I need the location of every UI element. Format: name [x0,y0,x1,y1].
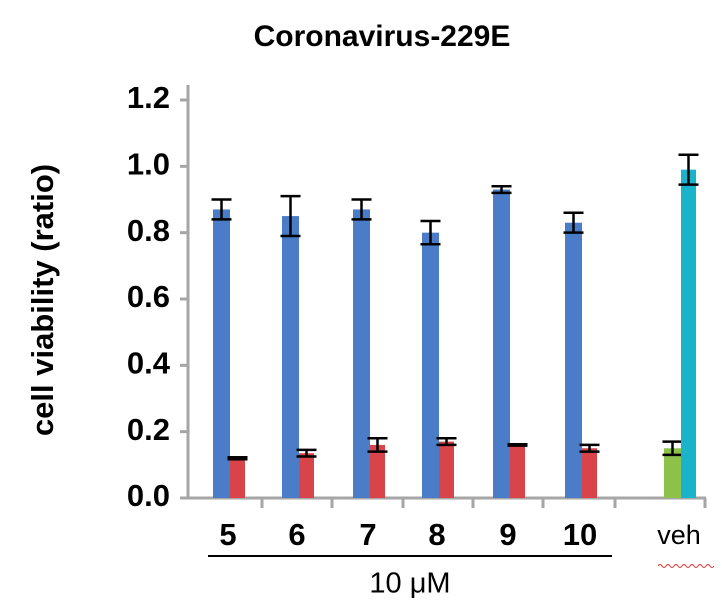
x-axis-ticks [260,498,707,508]
x-tick-label: 7 [359,517,376,552]
x-tick-label: 10 [563,517,597,552]
error-bar [507,443,528,447]
y-tick-label: 1.0 [127,147,170,182]
error-bar [678,153,699,186]
error-bar [420,219,441,246]
error-bar [662,440,683,457]
bar [681,169,696,498]
bar [213,209,230,498]
error-bar [351,198,372,221]
bar [282,216,299,499]
x-tick-label: 9 [499,517,516,552]
error-bar [436,437,457,447]
y-tick-label: 0.2 [127,412,170,447]
x-tick-label: 5 [219,517,236,552]
bar [370,444,385,498]
bar [664,448,681,498]
x-tick-label: veh [657,520,701,550]
error-bar [579,443,600,453]
error-bar [296,448,317,458]
y-tick-label: 1.2 [127,80,170,115]
bar [353,209,370,498]
error-bar [211,198,232,221]
error-bar [491,184,512,195]
y-tick-label: 0.4 [127,346,171,381]
bar [493,189,510,499]
bar [422,232,439,498]
bar [439,441,454,498]
group-label: 10 μM [369,568,450,600]
y-axis-label: cell viability (ratio) [25,164,60,436]
x-tick-label: 6 [288,517,305,552]
bar [565,222,582,498]
y-tick-label: 0.0 [127,478,170,513]
error-bar [227,455,248,461]
y-tick-label: 0.8 [127,213,170,248]
spellcheck-underline [657,564,715,568]
error-bar [367,437,388,453]
error-bar [563,211,584,234]
x-tick-label: 8 [428,517,445,552]
error-bar [280,194,301,238]
bar [510,444,525,498]
bar [299,453,314,498]
chart-title: Coronavirus-229E [254,20,511,53]
y-tick-label: 0.6 [127,279,170,314]
bar [582,448,597,498]
bar [230,458,245,498]
